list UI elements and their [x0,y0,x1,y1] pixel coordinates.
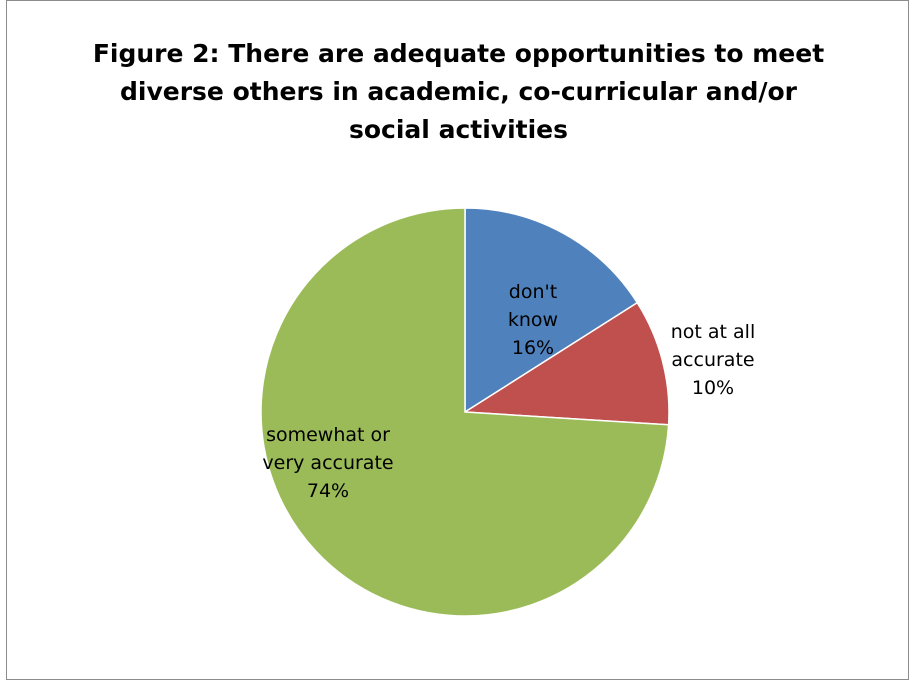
chart-frame: Figure 2: There are adequate opportuniti… [6,0,909,680]
slice-label-1: not at all accurate 10% [671,321,756,399]
slice-percent-0: 16% [512,337,554,359]
slice-label-line-0-0: don't [509,281,557,303]
slice-label-line-2-0: somewhat or [266,424,390,446]
slice-label-line-1-1: accurate [671,349,754,371]
slice-label-line-1-0: not at all [671,321,756,343]
slice-percent-2: 74% [307,480,349,502]
slice-label-0: don't know 16% [508,281,558,359]
slice-label-line-0-1: know [508,309,558,331]
slice-label-line-2-1: very accurate [262,452,393,474]
pie-chart: don't know 16% not at all accurate 10% somewha… [7,1,910,678]
slice-percent-1: 10% [692,377,734,399]
